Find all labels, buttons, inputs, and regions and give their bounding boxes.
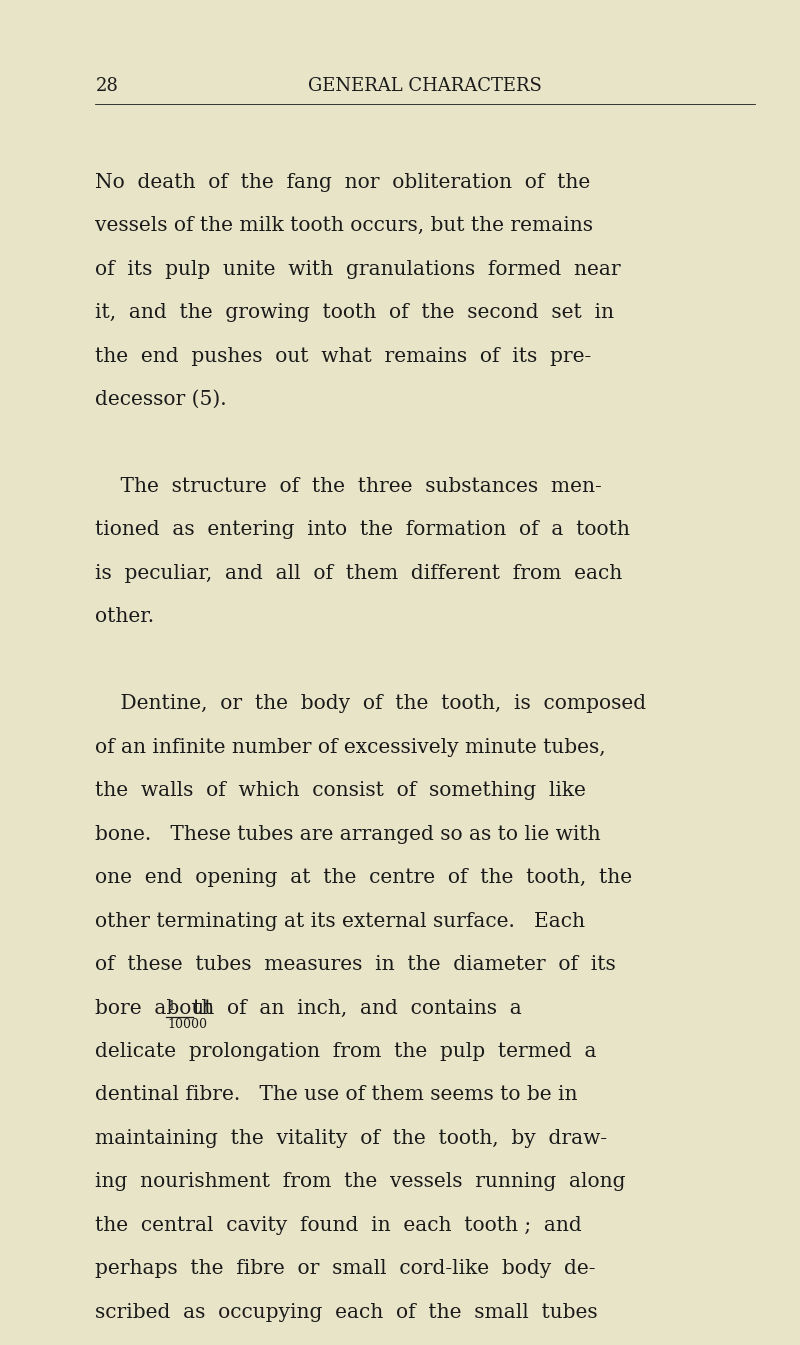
- Text: of an infinite number of excessively minute tubes,: of an infinite number of excessively min…: [95, 737, 606, 757]
- Text: vessels of the milk tooth occurs, but the remains: vessels of the milk tooth occurs, but th…: [95, 217, 594, 235]
- Text: 1: 1: [168, 999, 176, 1013]
- Text: 28: 28: [95, 78, 118, 95]
- Text: is  peculiar,  and  all  of  them  different  from  each: is peculiar, and all of them different f…: [95, 564, 622, 582]
- Text: th  of  an  inch,  and  contains  a: th of an inch, and contains a: [194, 998, 522, 1018]
- Text: delicate  prolongation  from  the  pulp  termed  a: delicate prolongation from the pulp term…: [95, 1042, 597, 1061]
- Text: ing  nourishment  from  the  vessels  running  along: ing nourishment from the vessels running…: [95, 1173, 626, 1192]
- Text: bone.   These tubes are arranged so as to lie with: bone. These tubes are arranged so as to …: [95, 824, 601, 843]
- Text: scribed  as  occupying  each  of  the  small  tubes: scribed as occupying each of the small t…: [95, 1303, 598, 1322]
- Text: other terminating at its external surface.   Each: other terminating at its external surfac…: [95, 912, 586, 931]
- Text: other.: other.: [95, 608, 154, 627]
- Text: dentinal fibre.   The use of them seems to be in: dentinal fibre. The use of them seems to…: [95, 1085, 578, 1104]
- Text: the  central  cavity  found  in  each  tooth ;  and: the central cavity found in each tooth ;…: [95, 1216, 582, 1235]
- Text: bore  about: bore about: [95, 998, 226, 1018]
- Text: one  end  opening  at  the  centre  of  the  tooth,  the: one end opening at the centre of the too…: [95, 868, 633, 888]
- Text: the  end  pushes  out  what  remains  of  its  pre-: the end pushes out what remains of its p…: [95, 347, 591, 366]
- Text: Dentine,  or  the  body  of  the  tooth,  is  composed: Dentine, or the body of the tooth, is co…: [95, 694, 646, 713]
- Text: perhaps  the  fibre  or  small  cord-like  body  de-: perhaps the fibre or small cord-like bod…: [95, 1259, 596, 1278]
- Text: No  death  of  the  fang  nor  obliteration  of  the: No death of the fang nor obliteration of…: [95, 172, 590, 192]
- Text: GENERAL CHARACTERS: GENERAL CHARACTERS: [308, 78, 542, 95]
- Text: decessor (5).: decessor (5).: [95, 390, 227, 409]
- Text: 10000: 10000: [167, 1018, 207, 1030]
- Text: maintaining  the  vitality  of  the  tooth,  by  draw-: maintaining the vitality of the tooth, b…: [95, 1128, 607, 1147]
- Text: of  its  pulp  unite  with  granulations  formed  near: of its pulp unite with granulations form…: [95, 260, 621, 278]
- Text: it,  and  the  growing  tooth  of  the  second  set  in: it, and the growing tooth of the second …: [95, 303, 614, 321]
- Text: of  these  tubes  measures  in  the  diameter  of  its: of these tubes measures in the diameter …: [95, 955, 616, 974]
- Text: the  walls  of  which  consist  of  something  like: the walls of which consist of something …: [95, 781, 586, 800]
- Text: tioned  as  entering  into  the  formation  of  a  tooth: tioned as entering into the formation of…: [95, 521, 630, 539]
- Text: The  structure  of  the  three  substances  men-: The structure of the three substances me…: [95, 477, 602, 496]
